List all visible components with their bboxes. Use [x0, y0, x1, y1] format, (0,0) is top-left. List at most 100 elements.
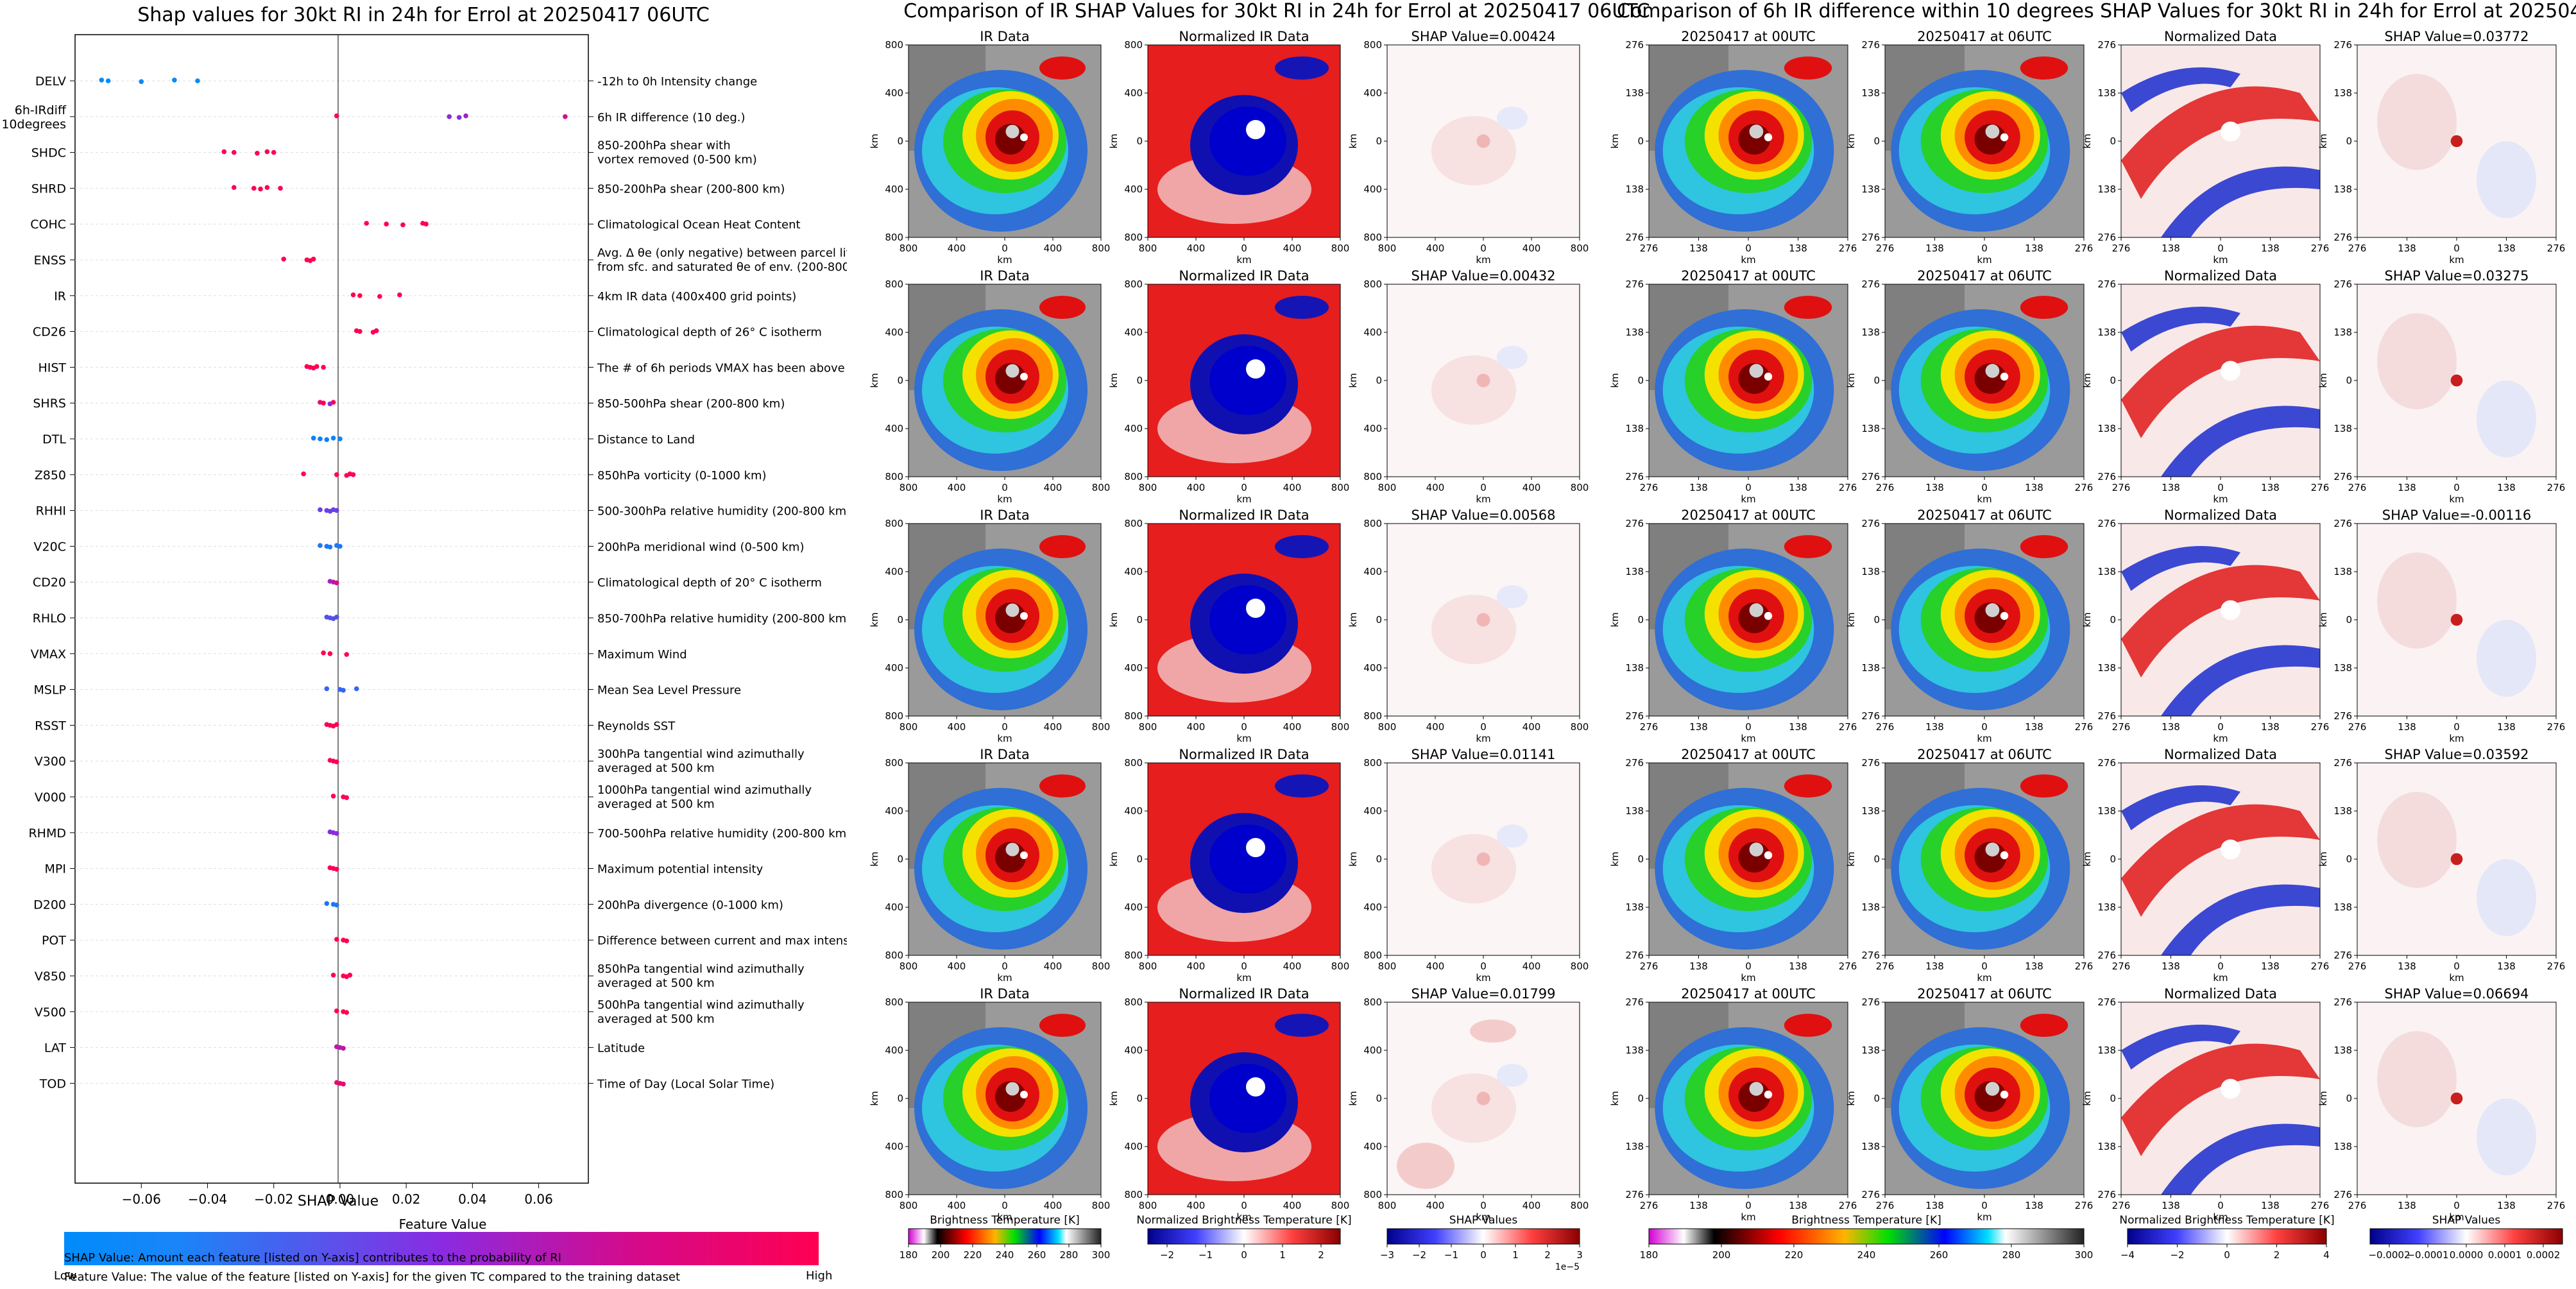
panel-xlabel: km — [1741, 972, 1755, 984]
shap-point — [357, 329, 363, 334]
feature-name: RHMD — [28, 826, 66, 841]
panel-title: Normalized IR Data — [1179, 268, 1309, 284]
panel-ytick-label: 0 — [897, 375, 903, 386]
panel-ytick-label: 138 — [1861, 662, 1880, 674]
colorbar-label: Brightness Temperature [K] — [930, 1214, 1079, 1227]
panel-xtick-label: 276 — [1640, 1200, 1659, 1211]
feature-description: 4km IR data (400x400 grid points) — [597, 290, 796, 303]
panel-xtick-label: 138 — [1925, 960, 1944, 972]
panel-image — [2120, 1002, 2321, 1195]
feature-description: 500-300hPa relative humidity (200-800 km… — [597, 505, 847, 518]
panel-xtick-label: 138 — [1789, 721, 1807, 733]
panel-ytick-label: 400 — [1124, 566, 1143, 577]
panel-ytick-label: 276 — [2333, 518, 2352, 529]
panel-xlabel: km — [1236, 1211, 1251, 1223]
feature-description: Climatological depth of 26° C isotherm — [597, 326, 822, 339]
panel-xtick-label: 800 — [1378, 960, 1397, 972]
panel-ytick-label: 800 — [1363, 757, 1382, 769]
colorbar-tick-label: 220 — [1785, 1249, 1804, 1261]
panel-ytick-label: 0 — [2110, 375, 2116, 386]
diff-panels: 20250417 at 00UTC 276 138 0 138 276 km 276 138 0 1… — [1610, 29, 2565, 1261]
panel-ytick-label: 800 — [1363, 471, 1382, 482]
shap-point — [337, 436, 343, 441]
panel-ytick-label: 276 — [1861, 710, 1880, 722]
panel-title: IR Data — [980, 747, 1030, 762]
panel-xtick-label: 800 — [1378, 721, 1397, 733]
panel-title: 20250417 at 00UTC — [1681, 508, 1816, 523]
panel-ytick-label: 276 — [2333, 278, 2352, 290]
shap-xtick-label: 0.00 — [326, 1191, 355, 1207]
panel-ylabel: km — [1347, 373, 1359, 388]
panel-ylabel: km — [1845, 612, 1857, 627]
shap-point — [334, 937, 339, 942]
shap-point — [258, 186, 263, 192]
panel-ytick-label: 138 — [2097, 901, 2116, 913]
panel-xtick-label: 800 — [1378, 482, 1397, 493]
feature-description: Climatological depth of 20° C isotherm — [597, 576, 822, 590]
diff-section-title: Comparison of 6h IR difference within 10… — [1617, 0, 2576, 22]
panel-xtick-label: 0 — [1745, 243, 1752, 254]
panel-xtick-label: 276 — [2075, 960, 2094, 972]
panel-xlabel: km — [997, 1211, 1012, 1223]
feature-description: 300hPa tangential wind azimuthally — [597, 747, 805, 761]
panel-xlabel: km — [2449, 733, 2464, 744]
panel-ytick-label: 800 — [1363, 39, 1382, 51]
shap-point — [301, 471, 306, 477]
panel-xtick-label: 276 — [2075, 243, 2094, 254]
feature-description: Reynolds SST — [597, 719, 676, 733]
panel-ytick-label: 800 — [1363, 950, 1382, 961]
panel-ytick-label: 800 — [885, 996, 903, 1008]
panel-ytick-label: 0 — [1873, 135, 1880, 147]
shap-xtick-label: −0.02 — [254, 1191, 293, 1207]
panel-image — [1147, 44, 1341, 238]
panel-ylabel: km — [2081, 612, 2093, 627]
colorbar-tick-label: 260 — [1930, 1249, 1949, 1261]
panel-ytick-label: 0 — [1376, 1093, 1382, 1104]
panel-xtick-label: 276 — [1876, 1200, 1895, 1211]
colorbar-tick-label: 2 — [1544, 1249, 1551, 1261]
panel-xtick-label: 0 — [2453, 243, 2460, 254]
panel-ytick-label: 800 — [1363, 996, 1382, 1008]
colorbar-tick-label: 0 — [1241, 1249, 1247, 1261]
shap-beeswarm-plot: −0.06 −0.04 −0.02 0.00 0.02 0.04 0.06 DELV -12h… — [1, 34, 847, 1207]
panel-ylabel: km — [2317, 373, 2329, 388]
panel-xtick-label: 138 — [1925, 721, 1944, 733]
panel-xtick-label: 400 — [1283, 1200, 1302, 1211]
panel-ytick-label: 276 — [2097, 996, 2116, 1008]
shap-point — [99, 78, 105, 83]
panel-xlabel: km — [2449, 1211, 2464, 1223]
panel-xtick-label: 0 — [1002, 960, 1008, 972]
colorbar — [2127, 1228, 2327, 1245]
feature-name: V000 — [35, 790, 66, 805]
panel-title: IR Data — [980, 986, 1030, 1002]
shap-point — [221, 149, 227, 155]
panel-ytick-label: 276 — [1861, 232, 1880, 243]
colorbar-tick-label: 0.0002 — [2527, 1249, 2561, 1261]
panel-ylabel: km — [1108, 851, 1120, 866]
shap-point — [195, 78, 200, 83]
panel-ytick-label: 400 — [1363, 566, 1382, 577]
shap-point — [314, 364, 320, 369]
feature-name: SHDC — [31, 146, 66, 160]
panel-ytick-label: 400 — [1363, 184, 1382, 195]
feature-description: 200hPa divergence (0-1000 km) — [597, 898, 783, 912]
panel-xtick-label: 800 — [1378, 243, 1397, 254]
panel-xtick-label: 400 — [1044, 721, 1062, 733]
panel-xtick-label: 400 — [1044, 243, 1062, 254]
colorbar-tick-label: 4 — [2323, 1249, 2330, 1261]
feature-name: COHC — [30, 218, 66, 232]
colorbar-tick-label: 180 — [1640, 1249, 1659, 1261]
panel-ytick-label: 0 — [2110, 853, 2116, 865]
shap-point — [321, 364, 326, 370]
feature-name: SHRS — [33, 397, 66, 411]
colorbar-tick-label: 0 — [1480, 1249, 1487, 1261]
panel-xtick-label: 138 — [1925, 482, 1944, 493]
panel-xtick-label: 800 — [1092, 482, 1111, 493]
panel-xtick-label: 276 — [2075, 482, 2094, 493]
feature-description: Maximum potential intensity — [597, 863, 763, 876]
panel-xlabel: km — [1741, 733, 1755, 744]
panel-ytick-label: 800 — [1124, 710, 1143, 722]
panel-xtick-label: 800 — [1139, 1200, 1157, 1211]
feature-description: 850-700hPa relative humidity (200-800 km… — [597, 612, 847, 626]
shap-point — [334, 1008, 339, 1014]
